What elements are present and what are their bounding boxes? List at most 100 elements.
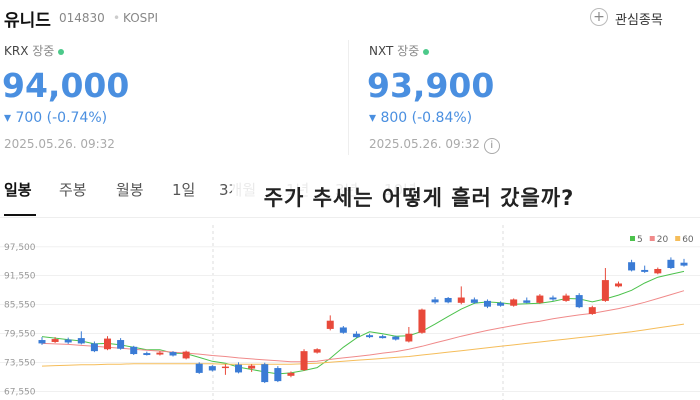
tab[interactable]: 일봉 [4,181,32,199]
status-dot [423,48,430,55]
y-tick-label: 67,550 [4,388,36,398]
candle-body [90,343,98,352]
candle-body [497,302,505,306]
overlay-caption: 주가 추세는 어떻게 흘러 갔을까? [232,180,606,216]
status: 장중 [32,44,55,58]
candle-body [300,351,308,370]
status: 장중 [397,44,420,58]
change-value: 700 [15,110,43,126]
legend-label: 5 [637,235,643,245]
exchange: NXT 장중 [369,42,430,59]
candle-body [64,339,72,343]
legend-swatch [630,236,635,241]
candle-body [575,295,583,308]
candle-body [352,333,360,338]
candle-body [366,335,374,338]
candle-body [549,297,557,300]
candle-body [117,340,125,349]
candle-body [104,338,112,350]
candle-body [156,352,164,355]
candle-body [418,309,426,333]
candle-body [431,299,439,303]
tab[interactable]: 월봉 [116,181,144,199]
candle-body [562,295,570,301]
tab[interactable]: 1일 [172,181,196,199]
moving-average-line [41,270,685,375]
candle-body [510,299,518,306]
candle-body [221,366,229,369]
candle-body [339,327,347,333]
add-icon[interactable]: + [590,8,608,26]
candle-body [77,338,85,344]
candle-body [287,372,295,376]
candle-body [195,363,203,373]
candle-body [470,299,478,303]
watch-button[interactable]: 관심종목 [615,13,663,28]
time: 2025.05.26. 09:32 [4,137,115,151]
candle-body [248,365,256,369]
candle-body [313,349,321,353]
change-value: 800 [380,110,408,126]
stock-name: 유니드 [4,11,51,31]
tab-border [0,217,700,218]
candle-body [274,368,282,382]
candle-body [457,297,465,303]
legend-swatch [675,236,681,241]
time: 2025.05.26. 09:32 i [369,137,500,154]
candle-body [523,300,531,303]
y-tick-label: 85,550 [4,301,36,311]
candle-body [654,268,662,274]
candle-body [536,295,544,303]
y-tick-label: 91,550 [4,272,36,282]
candle-body [261,364,269,383]
candle-body [326,320,334,329]
candle-body [130,346,138,355]
status-dot [58,48,65,55]
legend-swatch [649,236,655,241]
candle-body [182,351,190,359]
change-pct: (-0.84%) [411,110,473,126]
tab[interactable]: 주봉 [59,181,87,199]
change: ▾ 800 (-0.84%) [369,110,473,126]
price: 93,900 [367,66,495,105]
candle-body [169,352,177,356]
info-icon[interactable]: i [483,138,500,154]
candle-body [392,336,400,340]
candle-body [379,336,387,339]
moving-average-line [41,290,685,363]
y-tick-label: 97,500 [4,243,36,253]
candle-body [680,262,688,266]
candle-body [628,262,636,271]
candle-body [601,280,609,301]
candle-body [38,340,46,344]
candle-body [641,269,649,272]
time-text: 2025.05.26. 09:32 [369,137,480,151]
candle-body [405,333,413,342]
candle-body [667,259,675,269]
exchange: KRX 장중 [4,42,65,59]
legend-label: 20 [657,235,669,245]
candle-body [143,353,151,356]
change: ▾ 700 (-0.74%) [4,110,108,126]
candle-body [235,364,243,373]
legend-label: 60 [682,235,694,245]
candle-body [588,307,596,314]
stock-code: 014830 [59,11,105,25]
candle-body [51,339,59,342]
price: 94,000 [2,66,130,105]
candle-body [483,300,491,307]
moving-average-line [41,323,685,367]
candle-body [208,366,216,371]
candle-body [614,283,622,287]
change-pct: (-0.74%) [46,110,108,126]
exchange-name: KRX [4,44,29,58]
candle-body [444,297,452,303]
market: KOSPI [123,11,159,25]
y-tick-label: 73,550 [4,359,36,369]
exchange-name: NXT [369,44,394,58]
y-tick-label: 79,550 [4,330,36,340]
tab-underline [4,214,36,216]
divider [348,40,349,155]
